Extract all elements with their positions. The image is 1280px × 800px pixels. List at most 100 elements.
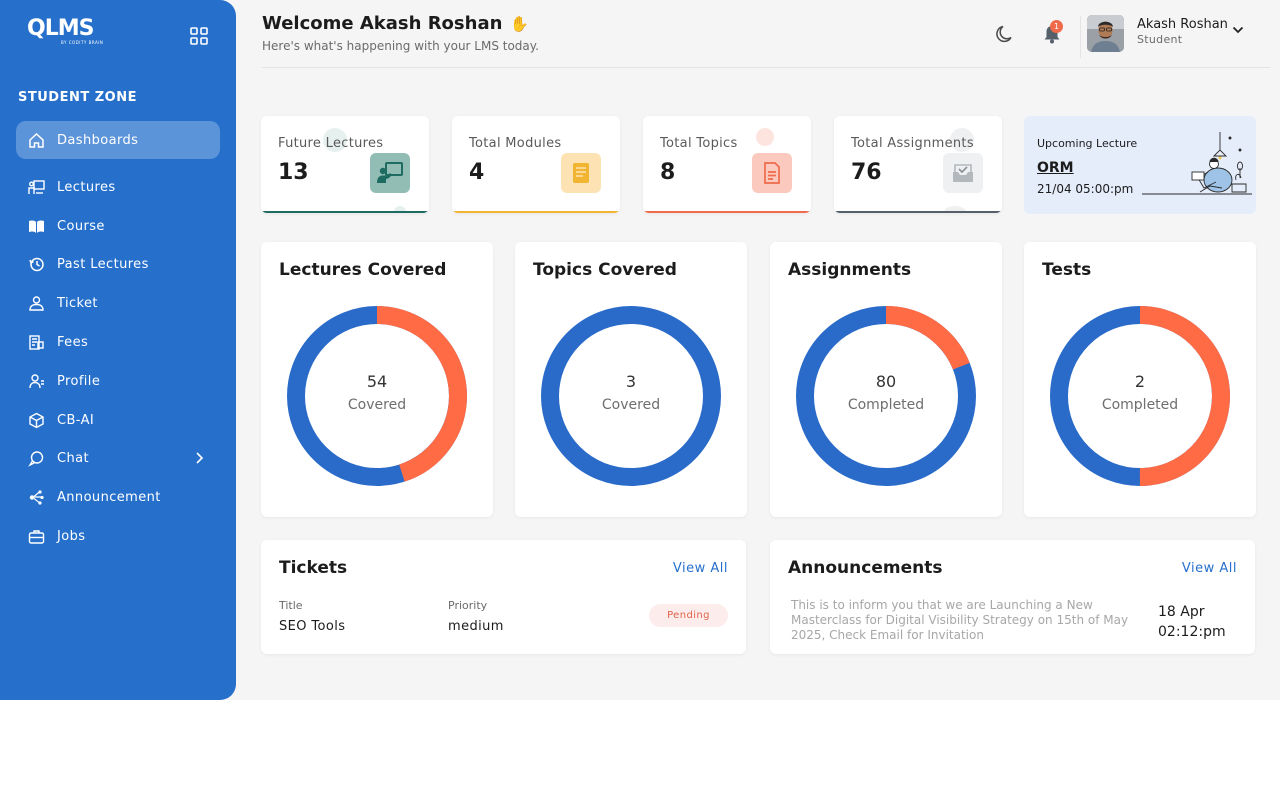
stat-accent-bar (834, 211, 1002, 213)
column-header-title: Title (279, 599, 303, 612)
stat-accent-bar (643, 211, 811, 213)
stat-value: 4 (469, 160, 485, 185)
chevron-down-icon[interactable] (1232, 20, 1244, 39)
user-name[interactable]: Akash Roshan (1137, 17, 1228, 32)
stat-card-total-topics[interactable]: Total Topics 8 (643, 116, 811, 213)
sidebar-item-jobs[interactable]: Jobs (16, 517, 220, 556)
ticket-title[interactable]: SEO Tools (279, 619, 346, 634)
sidebar-item-label: Past Lectures (57, 257, 149, 273)
sidebar-item-label: Chat (57, 451, 89, 467)
stat-accent-bar (452, 211, 620, 213)
donut-value: 54 (366, 372, 388, 391)
donut-value: 3 (625, 372, 637, 391)
logo[interactable]: QLMS BY CODITY BRAIN (27, 16, 103, 48)
donut-ring-segment (796, 306, 976, 486)
decor-bubble (756, 128, 774, 146)
announcement-time: 02:12:pm (1158, 624, 1226, 640)
stat-value: 13 (278, 160, 309, 185)
announcement-text[interactable]: This is to inform you that we are Launch… (791, 598, 1129, 642)
sidebar-item-course[interactable]: Course (16, 207, 220, 246)
announcements-panel: Announcements View All This is to inform… (770, 540, 1255, 654)
app-root: QLMS BY CODITY BRAIN STUDENT ZONE Dashbo… (0, 0, 1270, 700)
stat-label: Total Modules (469, 136, 562, 151)
notification-badge: 1 (1050, 20, 1063, 33)
upcoming-label: Upcoming Lecture (1037, 137, 1138, 150)
welcome-text: Welcome Akash Roshan (262, 13, 503, 34)
book-icon (27, 217, 45, 235)
page-title: Welcome Akash Roshan ✋ (262, 13, 529, 34)
announcement-icon (27, 489, 45, 507)
panel-title: Tickets (279, 558, 348, 578)
tickets-panel: Tickets View All Title Priority SEO Tool… (261, 540, 746, 654)
upcoming-lecture-card[interactable]: Upcoming Lecture ORM 21/04 05:00:pm (1024, 116, 1256, 214)
donut-caption: Covered (601, 397, 661, 413)
upcoming-title[interactable]: ORM (1037, 160, 1074, 176)
assignments-donut-chart (796, 306, 976, 486)
chat-icon (27, 450, 45, 468)
sidebar-item-profile[interactable]: Profile (16, 362, 220, 401)
decor-bubble (950, 128, 974, 152)
sidebar-item-cb-ai[interactable]: CB-AI (16, 401, 220, 440)
sidebar-item-ticket[interactable]: Ticket (16, 284, 220, 323)
stat-accent-bar (261, 211, 429, 213)
user-role: Student (1137, 33, 1183, 46)
moon-icon[interactable] (994, 23, 1016, 45)
sidebar-section-title: STUDENT ZONE (18, 90, 137, 105)
lectures-donut-chart (287, 306, 467, 486)
stat-card-future-lectures[interactable]: Future Lectures 13 (261, 116, 429, 213)
header-separator (1080, 16, 1081, 58)
decor-bubble (944, 206, 966, 213)
sidebar-item-label: Lectures (57, 179, 116, 195)
sidebar-item-dashboards[interactable]: Dashboards (16, 121, 220, 159)
profile-icon (27, 372, 45, 390)
stat-card-total-modules[interactable]: Total Modules 4 (452, 116, 620, 213)
column-header-priority: Priority (448, 599, 488, 612)
stat-card-total-assignments[interactable]: Total Assignments 76 (834, 116, 1002, 213)
home-icon (27, 131, 45, 149)
module-icon (561, 153, 601, 193)
card-title: Lectures Covered (279, 260, 447, 280)
chevron-right-icon[interactable] (194, 452, 204, 468)
donut-value: 2 (1134, 372, 1146, 391)
sidebar-item-announcement[interactable]: Announcement (16, 478, 220, 517)
stat-label: Total Assignments (851, 136, 974, 151)
sidebar-item-label: Announcement (57, 490, 161, 506)
donut-ring-remaining (541, 306, 721, 486)
sidebar-item-label: Dashboards (57, 132, 139, 148)
avatar[interactable] (1087, 15, 1124, 52)
sidebar-nav: Dashboards Lectures Course Past Lectures (16, 121, 220, 556)
announcements-view-all-link[interactable]: View All (1181, 561, 1237, 576)
donut-card-assignments: Assignments 80 Completed (770, 242, 1002, 517)
donut-ring-segment (287, 306, 467, 486)
sidebar-item-label: Course (57, 218, 105, 234)
card-title: Assignments (788, 260, 912, 280)
sidebar-item-label: Jobs (57, 529, 86, 545)
topics-donut-chart (541, 306, 721, 486)
card-title: Topics Covered (533, 260, 677, 280)
sidebar-item-past-lectures[interactable]: Past Lectures (16, 246, 220, 285)
tickets-view-all-link[interactable]: View All (672, 561, 728, 576)
sidebar-item-label: Fees (57, 335, 89, 351)
sidebar-item-chat[interactable]: Chat (16, 440, 220, 479)
cube-icon (27, 411, 45, 429)
tests-donut-chart (1050, 306, 1230, 486)
grid-menu-icon[interactable] (190, 27, 208, 45)
ticket-icon (27, 295, 45, 313)
stat-value: 8 (660, 160, 676, 185)
fees-icon (27, 334, 45, 352)
stat-value: 76 (851, 160, 882, 185)
history-icon (27, 256, 45, 274)
sidebar-item-fees[interactable]: Fees (16, 323, 220, 362)
sidebar-item-label: Ticket (57, 296, 98, 312)
donut-caption: Completed (1101, 397, 1179, 413)
logo-text: QLMS (27, 16, 94, 41)
announcement-date: 18 Apr (1158, 604, 1205, 620)
donut-ring-segment (1050, 306, 1230, 486)
donut-value: 80 (875, 372, 897, 391)
donut-card-tests: Tests 2 Completed (1024, 242, 1256, 517)
stat-label: Total Topics (660, 136, 738, 151)
sidebar-item-label: CB-AI (57, 412, 95, 428)
stat-label: Future Lectures (278, 136, 384, 151)
document-icon (752, 153, 792, 193)
sidebar-item-lectures[interactable]: Lectures (16, 168, 220, 207)
